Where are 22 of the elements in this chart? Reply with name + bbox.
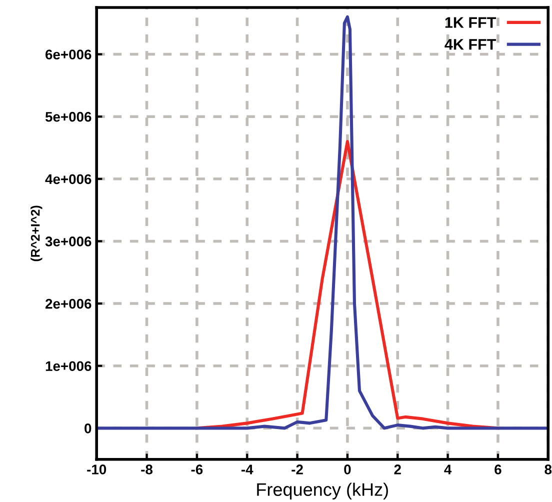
x-tick-label: -2 [292,464,303,474]
y-tick-label: 1e+006 [46,361,92,372]
y-tick-label: 4e+006 [45,174,92,184]
line-series [96,15,548,430]
x-tick-label: -6 [191,464,203,474]
y-tick-label: 2e+006 [45,298,92,309]
y-tick-label: 6e+006 [46,50,92,60]
x-tick-label: -4 [241,464,254,474]
x-tick-label: 6 [494,464,502,474]
legend-label: 4K FFT [444,39,496,50]
x-tick-label: 4 [444,464,452,474]
x-tick-label: 8 [544,464,552,474]
legend-label: 1K FFT [445,17,496,28]
x-axis-title: Frequency (kHz) [257,482,388,500]
x-tick-label: 0 [344,464,351,474]
x-tick-label: -8 [141,464,153,474]
y-tick-label: 3e+006 [45,236,92,246]
y-tick-label: 0 [84,424,92,434]
y-tick-label: 5e+006 [45,112,92,122]
x-tick-label: 2 [394,464,401,474]
y-axis-title: (R^2+I^2) [30,206,42,262]
x-tick-label: -10 [87,464,106,474]
